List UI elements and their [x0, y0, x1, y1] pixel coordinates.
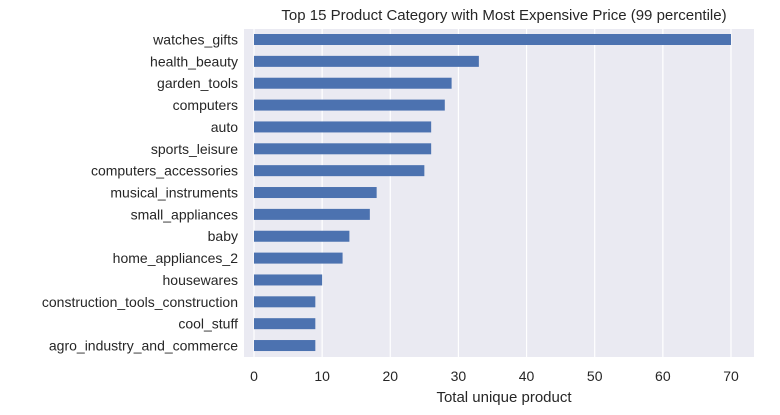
- category-label: baby: [208, 228, 238, 244]
- x-tick-label: 70: [723, 368, 739, 384]
- x-tick-label: 50: [587, 368, 603, 384]
- bar-garden-tools: [254, 77, 452, 89]
- category-label: auto: [211, 119, 238, 135]
- x-tick-label: 40: [519, 368, 535, 384]
- category-label: small_appliances: [131, 206, 238, 222]
- bars: [254, 34, 731, 352]
- x-tick-label: 60: [655, 368, 671, 384]
- category-label: watches_gifts: [152, 32, 238, 48]
- category-label: agro_industry_and_commerce: [49, 338, 238, 354]
- bar-home-appliances-2: [254, 252, 343, 264]
- bar-watches-gifts: [254, 34, 731, 45]
- category-labels: watches_gifts health_beauty garden_toolsco…: [42, 32, 238, 354]
- chart-title: Top 15 Product Category with Most Expens…: [281, 7, 726, 24]
- category-label: sports_leisure: [151, 141, 238, 157]
- x-axis-label: Total unique product: [436, 389, 572, 406]
- x-tick-label: 0: [250, 368, 258, 384]
- category-label: computers: [173, 97, 238, 113]
- bar-construction-tools-construction: [254, 296, 316, 308]
- category-label: construction_tools_construction: [42, 294, 238, 310]
- bar-musical-instruments: [254, 187, 377, 199]
- category-label: musical_instruments: [110, 185, 238, 201]
- x-tick-label: 30: [451, 368, 467, 384]
- x-tick-label: 10: [314, 368, 330, 384]
- bar-housewares: [254, 274, 323, 286]
- bar-computers: [254, 99, 445, 111]
- bar-cool-stuff: [254, 318, 316, 330]
- bar-agro-industry-and-commerce: [254, 340, 316, 352]
- category-label: housewares: [163, 272, 239, 288]
- category-label: garden_tools: [157, 75, 238, 91]
- bar-baby: [254, 230, 350, 242]
- category-label: health_beauty: [150, 53, 238, 69]
- bar-health-beauty: [254, 55, 479, 67]
- bar-small-appliances: [254, 208, 370, 220]
- category-label: computers_accessories: [91, 163, 238, 179]
- bar-sports-leisure: [254, 143, 432, 155]
- category-label: home_appliances_2: [113, 250, 239, 266]
- bar-auto: [254, 121, 432, 133]
- x-tick-labels: 0 10 20 30 40 50 60 70: [250, 368, 739, 384]
- category-label: cool_stuff: [178, 316, 238, 332]
- bar-computers-accessories: [254, 165, 425, 177]
- x-tick-label: 20: [382, 368, 398, 384]
